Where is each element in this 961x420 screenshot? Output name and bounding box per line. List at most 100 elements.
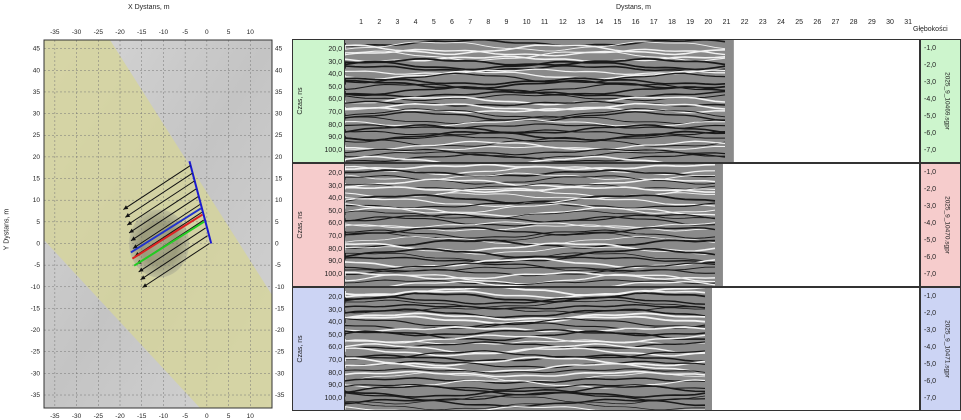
depth-tick: -2,0 [924,62,937,69]
time-axis-panel: Czas, ns 20,0 30,0 40,0 50,0 60,0 70,0 80,0 90,0… [292,39,348,163]
distance-tick: 12 [559,19,567,26]
map-x-tick-top: 5 [227,29,231,36]
map-y-tick-right: 45 [275,46,283,53]
map-y-tick-right: 10 [275,197,283,204]
profile-line [126,180,195,226]
depth-tick: -6,0 [924,130,937,137]
profile-line [140,235,208,281]
reflection-band [345,370,706,378]
depth-tick: -4,0 [924,344,937,351]
distance-tick: 11 [540,19,549,26]
profile-filename: 2025_9_10470.sgpr [943,196,951,254]
reflection-band [345,115,726,125]
depth-tick: -7,0 [924,271,937,278]
depth-tick: -5,0 [924,237,937,244]
time-tick: 70,0 [328,109,342,116]
time-tick: 90,0 [328,134,342,142]
reflection-band [345,262,716,271]
reflection-band [345,354,706,363]
distance-tick: 15 [613,19,622,26]
radargram-2[interactable] [344,163,920,287]
reflection-band [345,341,706,350]
reflection-band [345,383,706,391]
profile-arrow [123,205,129,210]
distance-tick: 18 [668,19,676,26]
reflection-band [345,140,726,151]
reflection-band [345,77,726,86]
map-y-tick-left: -30 [31,370,41,377]
reflection-band [345,406,705,410]
distance-axis-title: Dystans, m [616,4,652,11]
distance-tick: 10 [522,19,531,26]
distance-tick: 31 [904,19,913,26]
map-y-tick-left: 20 [33,154,41,161]
distance-tick: 27 [831,19,840,26]
time-tick: 30,0 [328,306,342,314]
time-axis-label: Czas, ns [297,335,305,363]
reflection-band [345,102,726,112]
profile-arrow [127,220,133,226]
time-tick: 70,0 [328,233,342,240]
time-tick: 30,0 [328,58,342,66]
distance-tick: 3 [395,19,400,26]
highlight-profile-red [131,213,203,260]
map-x-tick-bottom: -10 [159,413,169,420]
reflection-band [345,229,716,239]
radargram-panel[interactable]: Dystans, m Głębokości 1 2 3 4 5 6 7 8 9 10 11 12 13 1… [290,0,961,420]
survey-map-panel[interactable]: -35 -35 -30 -30 -25 -25 -20 -20 -15 -15 -10 -10 -5 -5… [0,0,290,420]
profile-arrow [130,236,136,241]
depth-tick: -3,0 [924,203,937,210]
depth-tick: -5,0 [924,113,937,120]
radargram-3[interactable] [344,287,920,411]
distance-tick: 29 [867,19,876,26]
map-y-tick-right: 35 [275,89,283,96]
distance-tick: 24 [777,19,785,26]
distance-tick: 23 [758,19,767,26]
map-y-tick-right: 20 [275,154,283,161]
reflection-band [345,70,726,80]
reflection-band [345,232,716,243]
time-tick: 30,0 [328,182,342,190]
map-y-tick-left: -10 [31,284,41,291]
reflection-band [345,108,726,119]
map-y-tick-left: 0 [36,240,40,247]
reflection-band [345,175,716,185]
distance-tick: 28 [849,19,858,26]
profile-line [138,227,206,273]
reflection-band [345,330,706,342]
map-y-tick-left: 45 [33,46,41,53]
reflection-band [345,296,706,305]
map-y-tick-right: -20 [275,327,285,334]
reflection-band [345,72,726,84]
profile-line [142,243,210,288]
map-x-tick-top: -10 [159,29,169,36]
reflection-band [345,41,726,52]
reflection-band [345,312,706,321]
reflection-band [345,343,706,354]
map-x-tick-bottom: -35 [50,413,60,420]
survey-map-svg[interactable]: -35 -35 -30 -30 -25 -25 -20 -20 -15 -15 -10 -10 -5 -5… [0,0,290,420]
map-y-tick-right: 25 [275,132,283,139]
reflection-band [345,252,716,262]
radargram-1[interactable] [344,39,920,163]
time-tick: 60,0 [328,96,342,104]
distance-tick: 21 [722,19,731,26]
reflection-band [345,292,706,303]
map-x-tick-bottom: -25 [94,413,104,420]
map-y-tick-left: -25 [31,349,41,356]
depth-tick: -5,0 [924,361,937,368]
distance-tick: 1 [359,19,364,26]
map-x-tick-bottom: 0 [205,413,209,420]
time-tick: 40,0 [328,319,342,327]
time-tick: 80,0 [328,245,342,253]
reflection-band [345,339,705,345]
baseline-marker [188,160,213,244]
reflection-band [345,303,706,310]
map-y-tick-right: 0 [275,240,279,247]
reflection-band [345,130,726,142]
map-y-tick-left: 25 [33,132,41,139]
map-y-tick-right: 30 [275,111,283,118]
reflection-band [345,402,706,410]
reflection-band [345,279,716,285]
reflection-band [345,136,726,147]
